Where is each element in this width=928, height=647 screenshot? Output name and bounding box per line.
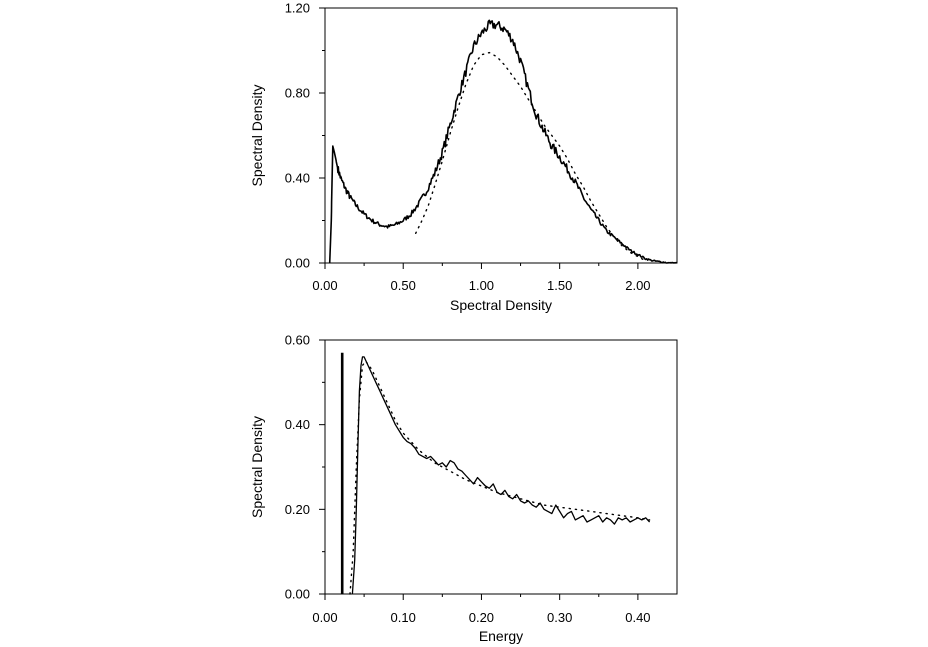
xtick-label: 2.00 bbox=[625, 278, 650, 293]
ytick-label: 0.40 bbox=[285, 417, 310, 432]
solid-series-line bbox=[351, 356, 651, 595]
dotted-series-line bbox=[415, 51, 647, 262]
chart-top: 0.00 0.40 0.80 1.20 0.00 0.50 1.00 1.50 … bbox=[249, 1, 678, 313]
series-top bbox=[328, 19, 678, 264]
xtick-label: 0.30 bbox=[547, 610, 572, 625]
ticks-top bbox=[319, 7, 639, 269]
xtick-label: 0.40 bbox=[625, 610, 650, 625]
plot-frame-bottom bbox=[324, 339, 678, 595]
xtick-label: 0.00 bbox=[312, 278, 337, 293]
plot-frame-top bbox=[324, 7, 678, 264]
xtick-label: 1.00 bbox=[469, 278, 494, 293]
x-axis-label: Spectral Density bbox=[450, 297, 552, 313]
ytick-label: 0.80 bbox=[285, 86, 310, 101]
ytick-label: 0.60 bbox=[285, 333, 310, 348]
xtick-label: 0.10 bbox=[391, 610, 416, 625]
ytick-label: 0.00 bbox=[285, 256, 310, 271]
solid-series-line bbox=[328, 19, 678, 264]
dotted-series-line bbox=[349, 360, 651, 595]
xtick-label: 0.20 bbox=[469, 610, 494, 625]
xtick-label: 1.50 bbox=[547, 278, 572, 293]
ytick-label: 0.00 bbox=[285, 587, 310, 602]
ytick-label: 0.20 bbox=[285, 502, 310, 517]
y-axis-label: Spectral Density bbox=[249, 85, 265, 187]
xtick-label: 0.50 bbox=[391, 278, 416, 293]
ytick-label: 1.20 bbox=[285, 1, 310, 16]
ytick-label: 0.40 bbox=[285, 171, 310, 186]
x-axis-label: Energy bbox=[479, 628, 523, 644]
series-bottom bbox=[340, 352, 651, 595]
ticks-bottom bbox=[319, 339, 639, 600]
chart-bottom: 0.00 0.20 0.40 0.60 0.00 0.10 0.20 0.30 … bbox=[249, 333, 678, 644]
xtick-label: 0.00 bbox=[312, 610, 337, 625]
y-axis-label: Spectral Density bbox=[249, 416, 265, 518]
